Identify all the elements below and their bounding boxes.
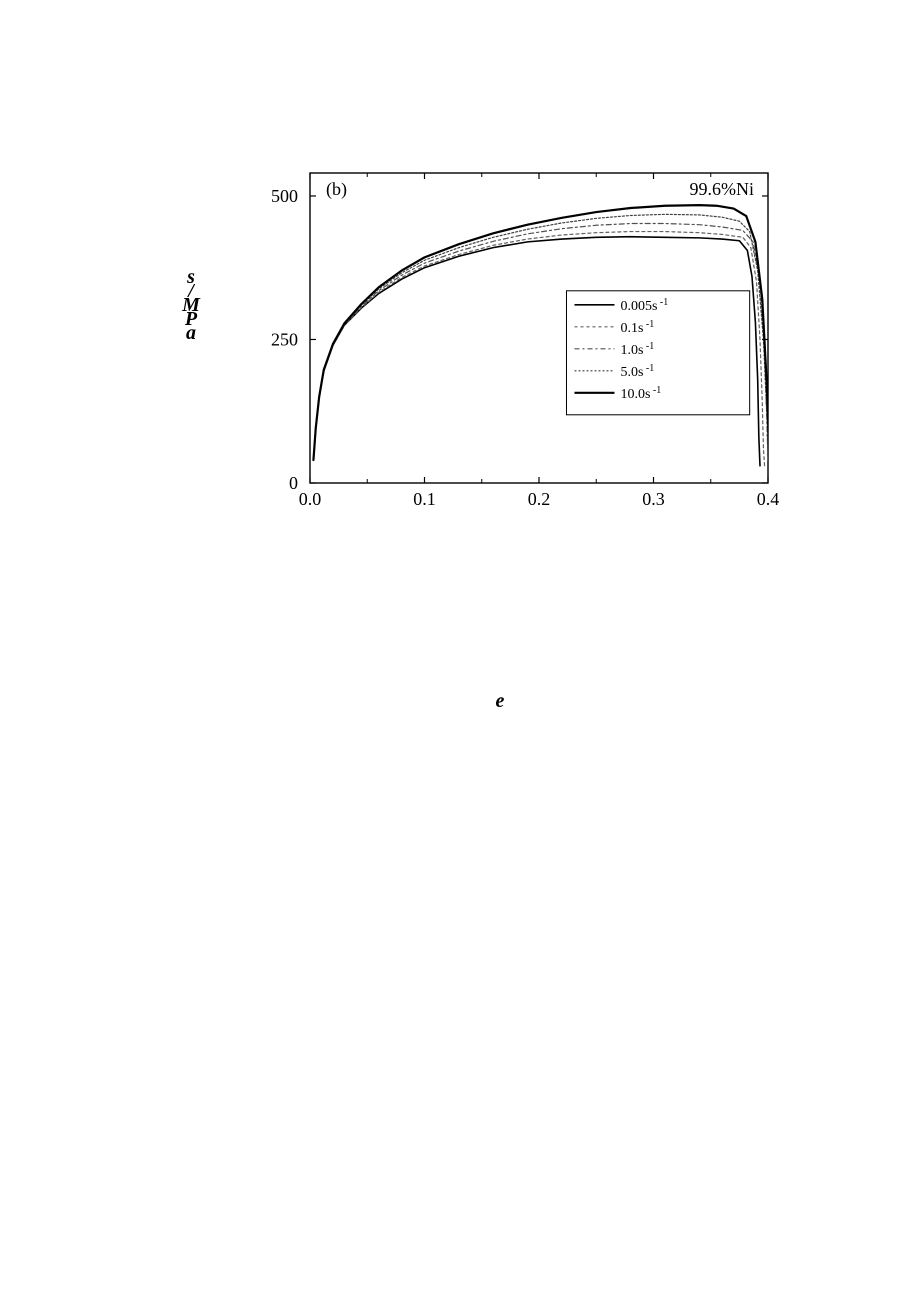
x-axis-label: e <box>220 690 780 713</box>
svg-text:0.1: 0.1 <box>413 489 436 509</box>
stress-strain-chart: 0.00.10.20.30.40250500(b)99.6%Ni0.005s -… <box>220 165 780 525</box>
svg-text:0.2: 0.2 <box>528 489 551 509</box>
svg-text:250: 250 <box>271 329 298 349</box>
svg-text:99.6%Ni: 99.6%Ni <box>690 179 755 199</box>
page: s/MPa 0.00.10.20.30.40250500(b)99.6%Ni0.… <box>0 0 920 1302</box>
svg-text:0.3: 0.3 <box>642 489 665 509</box>
y-axis-label: s/MPa <box>176 270 206 340</box>
chart-container: 0.00.10.20.30.40250500(b)99.6%Ni0.005s -… <box>220 165 780 525</box>
svg-text:500: 500 <box>271 186 298 206</box>
svg-text:0.4: 0.4 <box>757 489 780 509</box>
svg-text:(b): (b) <box>326 179 347 200</box>
svg-text:0: 0 <box>289 473 298 493</box>
svg-text:0.0: 0.0 <box>299 489 322 509</box>
